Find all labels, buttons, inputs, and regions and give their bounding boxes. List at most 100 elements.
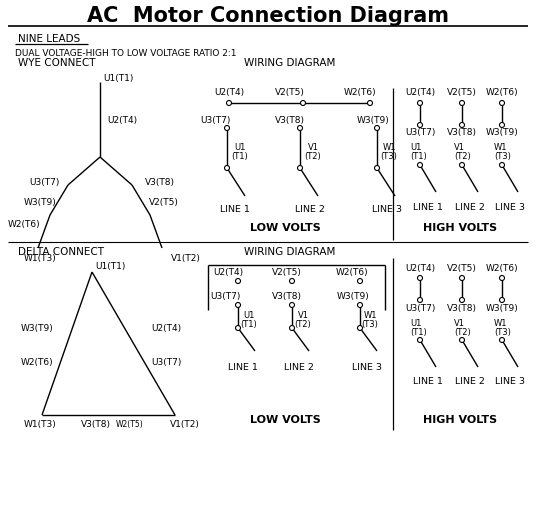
Text: DUAL VOLTAGE-HIGH TO LOW VOLTAGE RATIO 2:1: DUAL VOLTAGE-HIGH TO LOW VOLTAGE RATIO 2…	[15, 48, 236, 57]
Circle shape	[225, 125, 229, 131]
Text: V1(T2): V1(T2)	[171, 253, 201, 263]
Text: LINE 2: LINE 2	[455, 377, 485, 387]
Circle shape	[500, 298, 504, 302]
Text: U3(T7): U3(T7)	[151, 359, 181, 367]
Circle shape	[235, 278, 241, 283]
Text: WYE CONNECT: WYE CONNECT	[18, 58, 95, 68]
Text: HIGH VOLTS: HIGH VOLTS	[423, 415, 497, 425]
Text: U1(T1): U1(T1)	[103, 75, 133, 83]
Text: U1: U1	[234, 143, 245, 151]
Circle shape	[459, 163, 465, 168]
Circle shape	[368, 101, 373, 106]
Text: (T2): (T2)	[454, 328, 471, 336]
Circle shape	[500, 163, 504, 168]
Text: W2(T6): W2(T6)	[344, 88, 376, 98]
Text: V1: V1	[454, 319, 465, 328]
Circle shape	[297, 125, 302, 131]
Circle shape	[235, 302, 241, 307]
Text: (T3): (T3)	[362, 320, 378, 329]
Text: (T1): (T1)	[410, 152, 427, 162]
Circle shape	[235, 326, 241, 331]
Circle shape	[358, 326, 362, 331]
Text: LINE 1: LINE 1	[413, 377, 443, 387]
Text: V2(T5): V2(T5)	[447, 88, 477, 98]
Text: W1: W1	[382, 143, 396, 151]
Text: U3(T7): U3(T7)	[29, 177, 59, 186]
Text: (T3): (T3)	[381, 151, 397, 161]
Text: V2(T5): V2(T5)	[149, 198, 179, 206]
Text: U3(T7): U3(T7)	[200, 115, 230, 124]
Text: W1: W1	[494, 143, 508, 152]
Text: AC  Motor Connection Diagram: AC Motor Connection Diagram	[87, 6, 449, 26]
Text: W3(T9): W3(T9)	[486, 129, 518, 138]
Text: W1: W1	[363, 310, 377, 320]
Circle shape	[289, 326, 294, 331]
Text: V3(T8): V3(T8)	[81, 421, 111, 429]
Text: U3(T7): U3(T7)	[405, 129, 435, 138]
Circle shape	[418, 122, 422, 128]
Text: LINE 3: LINE 3	[372, 206, 402, 214]
Text: W3(T9): W3(T9)	[337, 293, 369, 302]
Text: W3(T9): W3(T9)	[24, 198, 56, 206]
Text: V3(T8): V3(T8)	[447, 129, 477, 138]
Text: W3(T9): W3(T9)	[356, 115, 389, 124]
Text: V1(T2): V1(T2)	[170, 421, 200, 429]
Text: W2(T6): W2(T6)	[486, 264, 518, 272]
Text: (T1): (T1)	[232, 151, 248, 161]
Text: U2(T4): U2(T4)	[213, 268, 243, 276]
Text: (T2): (T2)	[295, 320, 311, 329]
Text: U1: U1	[243, 310, 255, 320]
Text: LINE 2: LINE 2	[455, 203, 485, 211]
Circle shape	[459, 337, 465, 342]
Circle shape	[418, 298, 422, 302]
Circle shape	[358, 278, 362, 283]
Circle shape	[375, 166, 379, 171]
Text: W2(T6): W2(T6)	[336, 268, 368, 276]
Text: V2(T5): V2(T5)	[275, 88, 305, 98]
Text: V2(T5): V2(T5)	[272, 268, 302, 276]
Text: LOW VOLTS: LOW VOLTS	[250, 223, 321, 233]
Text: (T1): (T1)	[410, 328, 427, 336]
Text: (T3): (T3)	[494, 328, 511, 336]
Circle shape	[418, 101, 422, 106]
Text: LINE 1: LINE 1	[228, 364, 258, 372]
Text: (T1): (T1)	[241, 320, 257, 329]
Text: V3(T8): V3(T8)	[145, 177, 175, 186]
Text: W3(T9): W3(T9)	[486, 303, 518, 312]
Text: LINE 3: LINE 3	[495, 203, 525, 211]
Text: LINE 3: LINE 3	[352, 364, 382, 372]
Text: LINE 2: LINE 2	[284, 364, 314, 372]
Circle shape	[418, 275, 422, 280]
Text: U1: U1	[410, 319, 421, 328]
Text: V3(T8): V3(T8)	[447, 303, 477, 312]
Text: W3(T9): W3(T9)	[20, 324, 54, 333]
Text: U2(T4): U2(T4)	[214, 88, 244, 98]
Text: V2(T5): V2(T5)	[447, 264, 477, 272]
Text: V1: V1	[308, 143, 318, 151]
Circle shape	[418, 337, 422, 342]
Circle shape	[418, 163, 422, 168]
Circle shape	[500, 337, 504, 342]
Circle shape	[289, 278, 294, 283]
Text: U3(T7): U3(T7)	[210, 293, 240, 302]
Text: U1(T1): U1(T1)	[95, 263, 125, 271]
Text: LINE 3: LINE 3	[495, 377, 525, 387]
Text: DELTA CONNECT: DELTA CONNECT	[18, 247, 104, 257]
Text: U2(T4): U2(T4)	[405, 264, 435, 272]
Text: U2(T4): U2(T4)	[151, 324, 181, 333]
Text: U1: U1	[410, 143, 421, 152]
Text: LINE 1: LINE 1	[413, 203, 443, 211]
Text: NINE LEADS: NINE LEADS	[18, 34, 80, 44]
Text: W1: W1	[494, 319, 508, 328]
Text: LINE 1: LINE 1	[220, 206, 250, 214]
Text: W1(T3): W1(T3)	[24, 253, 56, 263]
Circle shape	[358, 302, 362, 307]
Text: V3(T8): V3(T8)	[272, 293, 302, 302]
Text: W2(T6): W2(T6)	[486, 88, 518, 98]
Circle shape	[500, 101, 504, 106]
Circle shape	[500, 275, 504, 280]
Circle shape	[375, 125, 379, 131]
Text: LINE 2: LINE 2	[295, 206, 325, 214]
Circle shape	[459, 275, 465, 280]
Circle shape	[297, 166, 302, 171]
